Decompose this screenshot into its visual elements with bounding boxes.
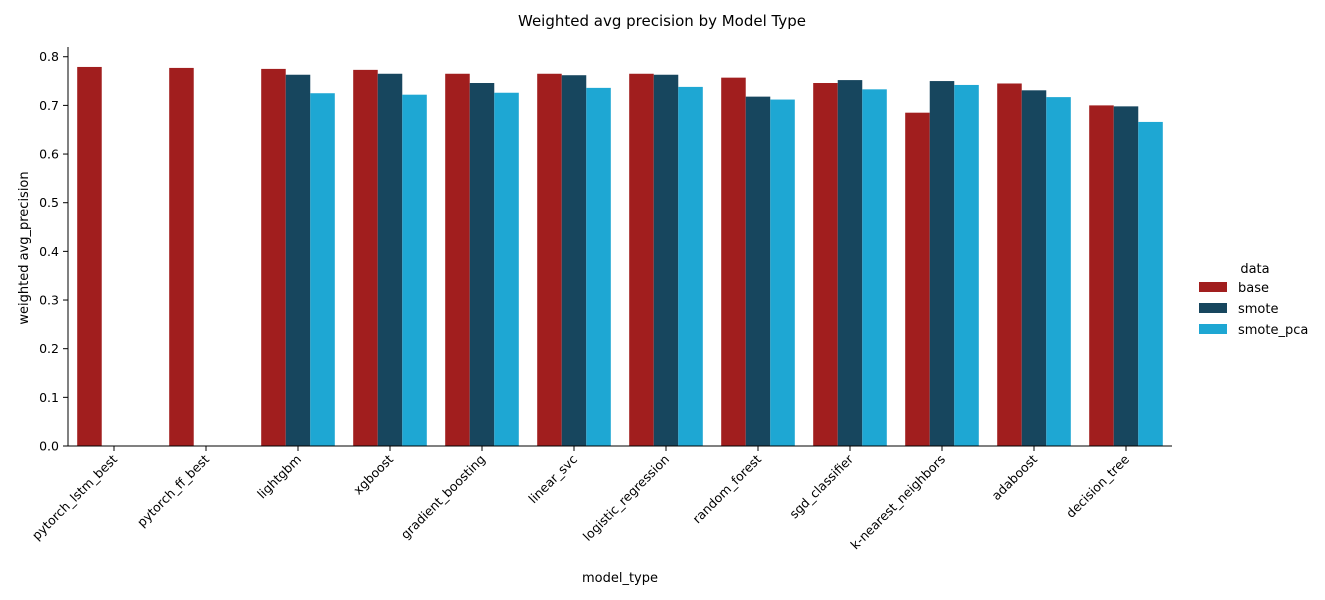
bar-smote-sgd_classifier (837, 80, 863, 446)
bar-smote-logistic_regression (653, 74, 679, 447)
y-tick-label: 0.7 (39, 98, 59, 113)
x-tick-label: linear_svc (525, 451, 580, 506)
y-tick-label: 0.5 (39, 195, 59, 210)
y-tick-label: 0.8 (39, 49, 59, 64)
x-tick-label: sgd_classifier (786, 451, 856, 521)
bar-smote_pca-gradient_boosting (494, 92, 519, 447)
legend-swatch-base (1199, 282, 1227, 292)
plot-area: 0.0 0.1 0.2 0.3 0.4 0.5 0.6 0.7 0.8 pytorch_lstm_… (29, 47, 1172, 552)
bar-base-adaboost (997, 83, 1022, 447)
legend-label-base: base (1238, 281, 1269, 296)
bar-base-linear_svc (537, 73, 562, 446)
legend-swatch-smote (1199, 303, 1227, 313)
y-tick-label: 0.2 (39, 341, 59, 356)
bar-smote_pca-logistic_regression (678, 86, 703, 447)
bar-smote_pca-linear_svc (586, 87, 611, 447)
bar-smote_pca-lightgbm (310, 93, 335, 446)
x-tick-label: gradient_boosting (398, 452, 488, 542)
legend-title: data (1240, 262, 1269, 277)
bar-smote-decision_tree (1113, 106, 1139, 447)
y-tick-label: 0.1 (39, 390, 59, 405)
bar-base-pytorch_lstm_best (77, 66, 102, 446)
legend-label-smote: smote (1238, 302, 1279, 317)
bar-smote_pca-k-nearest_neighbors (954, 84, 979, 446)
bar-smote-lightgbm (285, 74, 311, 447)
bar-base-gradient_boosting (445, 73, 470, 446)
bar-smote-random_forest (745, 96, 771, 446)
x-tick-label: lightgbm (254, 452, 304, 502)
x-tick-label: adaboost (989, 451, 1041, 503)
y-tick-label: 0.4 (39, 244, 59, 259)
bar-smote_pca-adaboost (1046, 97, 1071, 447)
x-tick-label: xgboost (350, 451, 396, 497)
bar-smote-linear_svc (561, 75, 587, 446)
bar-smote-xgboost (377, 73, 403, 446)
y-axis-title: weighted avg_precision (17, 171, 32, 324)
bar-base-logistic_regression (629, 73, 654, 446)
bar-smote_pca-xgboost (402, 94, 427, 446)
bar-smote-gradient_boosting (469, 83, 495, 446)
bar-smote-adaboost (1021, 90, 1047, 446)
y-tick-label: 0.6 (39, 147, 59, 162)
legend: data base smote smote_pca (1199, 262, 1308, 338)
bar-base-k-nearest_neighbors (905, 112, 930, 446)
x-tick-label: logistic_regression (580, 452, 672, 544)
x-axis-title: model_type (582, 571, 658, 586)
y-tick-label: 0.0 (39, 439, 59, 454)
x-tick-label: random_forest (689, 451, 764, 526)
x-tick-label: pytorch_lstm_best (29, 451, 120, 542)
y-tick-label: 0.3 (39, 293, 59, 308)
bar-base-xgboost (353, 69, 378, 447)
bar-base-random_forest (721, 77, 746, 447)
chart-title: Weighted avg precision by Model Type (518, 12, 806, 30)
bar-base-pytorch_ff_best (169, 67, 194, 447)
legend-swatch-smote_pca (1199, 324, 1227, 334)
bar-base-lightgbm (261, 68, 286, 447)
bar-base-decision_tree (1089, 105, 1114, 446)
x-tick-label: pytorch_ff_best (134, 451, 212, 529)
legend-label-smote_pca: smote_pca (1238, 323, 1308, 338)
bar-smote_pca-decision_tree (1138, 121, 1163, 447)
x-tick-label: k-nearest_neighbors (847, 452, 948, 553)
x-tick-label: decision_tree (1063, 451, 1132, 520)
bar-smote_pca-sgd_classifier (862, 89, 887, 446)
bar-base-sgd_classifier (813, 83, 838, 446)
bar-smote_pca-random_forest (770, 99, 795, 447)
bar-smote-k-nearest_neighbors (929, 81, 955, 446)
